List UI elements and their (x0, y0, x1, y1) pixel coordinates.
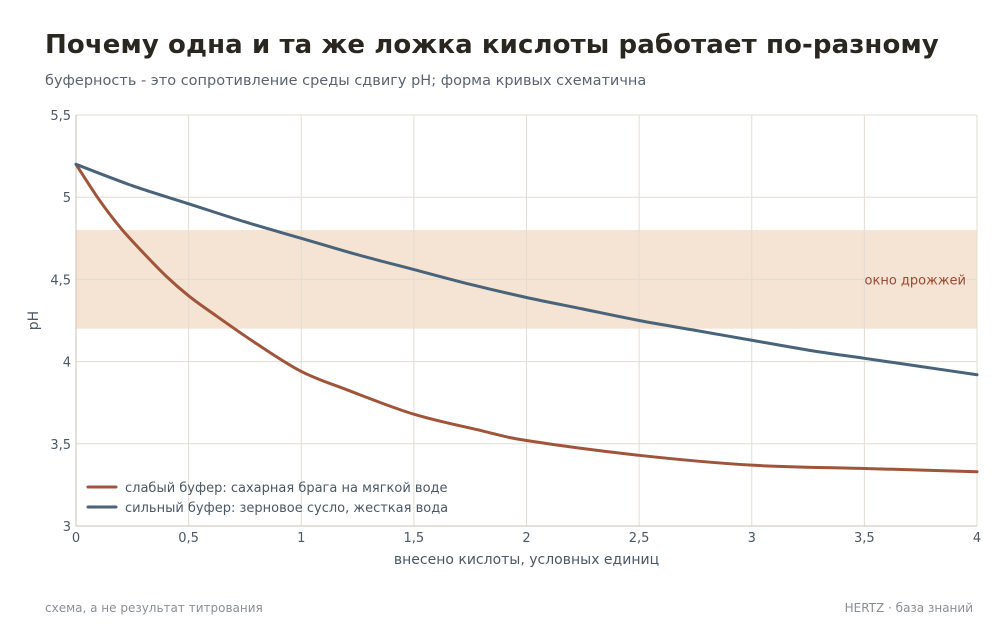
x-tick-label-4: 2 (522, 531, 530, 546)
y-tick-label-5: 5,5 (50, 109, 71, 124)
y-tick-label-4: 5 (63, 191, 71, 206)
weak-buffer-line (74, 162, 979, 474)
x-tick-label-5: 2,5 (629, 531, 650, 546)
x-tick-label-2: 1 (297, 531, 305, 546)
x-tick-label-0: 0 (72, 531, 80, 546)
y-tick-label-0: 3 (63, 520, 71, 535)
chart-subtitle: буферность - это сопротивление среды сдв… (45, 73, 647, 89)
legend-label-weak-buffer: слабый буфер: сахарная брага на мягкой в… (125, 481, 448, 496)
chart-title: Почему одна и та же ложка кислоты работа… (45, 30, 939, 60)
footer-credit: HERTZ · база знаний (844, 601, 973, 615)
x-tick-label-6: 3 (748, 531, 756, 546)
legend-label-strong-buffer: сильный буфер: зерновое сусло, жесткая в… (125, 501, 448, 516)
footer-note: схема, а не результат титрования (45, 601, 263, 615)
x-axis-label: внесено кислоты, условных единиц (394, 552, 659, 568)
yeast-window-label: окно дрожжей (865, 273, 966, 288)
x-tick-label-8: 4 (973, 531, 981, 546)
y-tick-label-3: 4,5 (50, 273, 71, 288)
x-tick-label-3: 1,5 (404, 531, 425, 546)
x-tick-label-7: 3,5 (854, 531, 875, 546)
y-axis-label: pH (26, 311, 42, 330)
y-tick-label-2: 4 (63, 356, 71, 371)
x-tick-label-1: 0,5 (178, 531, 199, 546)
y-tick-label-1: 3,5 (50, 438, 71, 453)
strong-buffer-line (74, 162, 979, 377)
